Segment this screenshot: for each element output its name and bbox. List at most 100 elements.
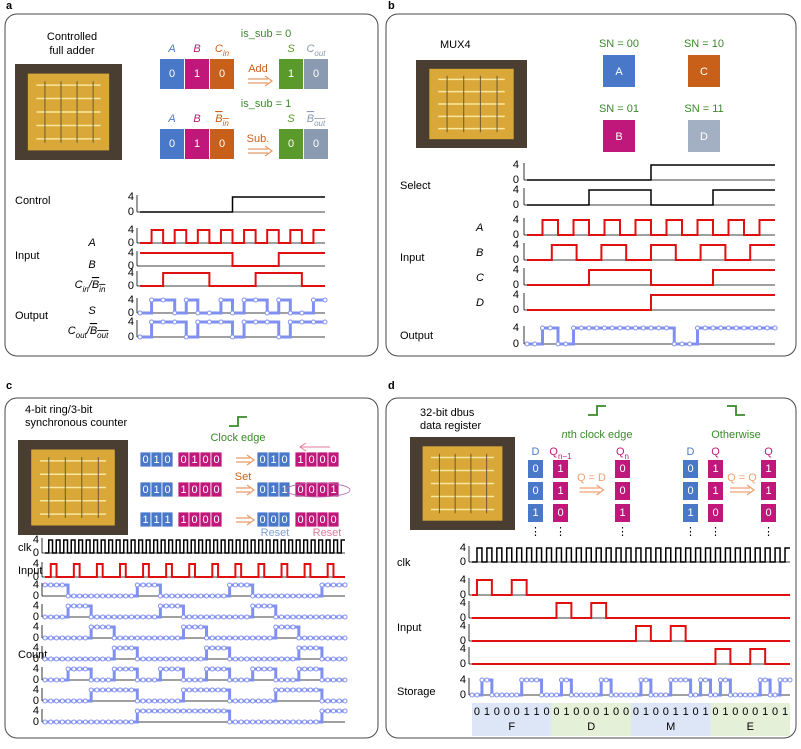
bit-label: 0 [593,706,599,718]
waveform-dot [555,341,561,347]
waveform-dot [77,656,83,662]
waveform-dot [571,325,576,331]
waveform-dot [255,719,261,725]
bit-value: 0 [532,463,538,475]
level-tick-label: 0 [128,280,134,292]
waveform-dot [215,687,221,693]
waveform-dot [313,687,319,693]
waveform-dot [94,677,100,683]
waveform-dot [129,666,135,672]
waveform-dot [152,698,158,704]
waveform-dot [330,582,336,588]
column-header: Qn [616,446,629,461]
waveform-dot [111,719,117,725]
column-header: Bout [307,113,326,128]
level-tick-label: 4 [513,239,519,251]
panel-frame [385,397,797,739]
group-label: Input [400,252,424,264]
waveform-dot [117,645,123,651]
waveform-dot [313,614,319,620]
waveform-dot [152,677,158,683]
waveform-dot [544,692,550,698]
waveform-dot [65,698,71,704]
waveform-dot [290,687,296,693]
waveform-dot [322,297,328,303]
bit-value: 0 [259,514,265,526]
bit-label: 0 [712,706,718,718]
waveform-dot [77,719,83,725]
bit-value: 1 [194,68,200,80]
waveform-dot [232,656,238,662]
waveform-dot [192,656,198,662]
waveform-dot [718,325,724,331]
waveform-dot [302,593,308,599]
bit-box [160,129,184,159]
bit-value: 1 [180,484,186,496]
waveform-dot [741,325,747,331]
waveform-dot [129,593,135,599]
waveform-dot [261,593,267,599]
waveform-dot [163,666,169,672]
bit-label: 0 [474,706,480,718]
waveform-dot [227,582,233,588]
waveform-dot [276,334,282,340]
waveform-dot [664,325,669,331]
bit-label: 0 [553,706,559,718]
waveform-dot [215,708,221,714]
waveform [527,269,775,286]
waveform-dot [232,677,238,683]
waveform-dot [186,656,192,662]
waveform-dot [688,692,694,698]
waveform-dot [238,656,244,662]
level-tick-label: 0 [513,174,519,186]
waveform-dot [290,624,296,630]
arrow [236,484,256,496]
waveform-dot [499,692,505,698]
bit-value: 0 [202,484,208,496]
waveform-dot [134,677,140,683]
waveform-dot [232,698,238,704]
waveform-dot [267,698,273,704]
waveform-dot [88,719,94,725]
waveform [527,164,775,181]
waveform-dot [757,325,762,331]
bit-value: 0 [270,514,276,526]
waveform-dot [732,692,738,698]
waveform-dot [539,692,545,698]
waveform-dot [302,614,308,620]
waveform-dot [299,319,305,325]
bit-value: 0 [259,484,265,496]
bit-value: 1 [765,485,771,497]
waveform-dot [146,582,152,588]
waveform-dot [152,708,158,714]
text-part: C [215,43,223,55]
waveform-dot [134,635,140,641]
waveform-dot [123,666,129,672]
bit-value: 1 [270,454,276,466]
waveform-dot [230,310,235,316]
selector-box [688,55,720,87]
waveform-dot [140,614,146,620]
waveform-dot [82,656,88,662]
arrow [730,484,756,496]
bit-value: 0 [219,138,225,150]
waveform-dot [342,708,348,714]
waveform-dot [123,687,129,693]
bit-value: 1 [153,484,159,496]
waveform [140,196,325,213]
arrow [248,75,274,87]
group-label: Count [18,649,47,661]
waveform-dot [578,692,584,698]
waveform-dot [484,677,490,683]
waveform-dot [209,708,215,714]
waveform-dot [100,719,106,725]
waveform-dot [733,325,739,331]
waveform-dot [163,698,169,704]
bit-value: 0 [213,484,219,496]
waveform-dot [287,310,293,316]
waveform-dot [307,687,313,693]
waveform-dot [279,624,285,630]
text-part: in [223,119,230,128]
waveform-dot [244,656,250,662]
